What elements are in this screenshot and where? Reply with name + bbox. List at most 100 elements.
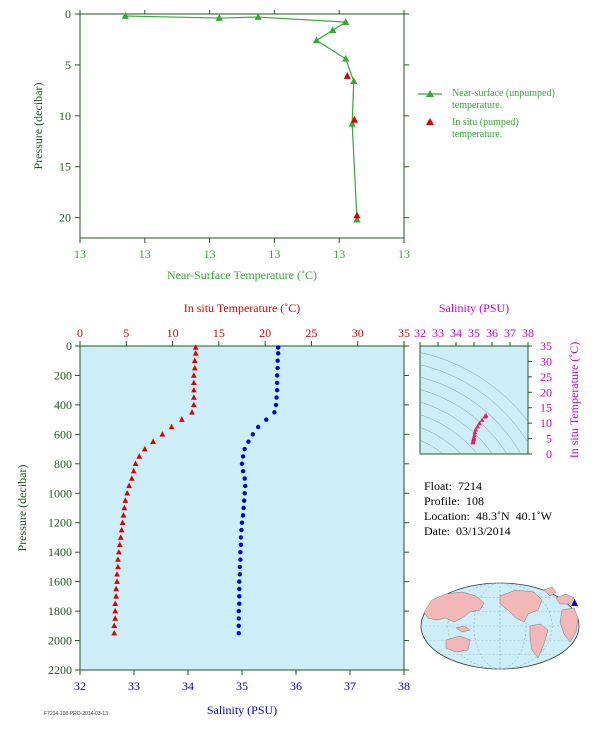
profile-ytick-label: 0 bbox=[66, 339, 72, 353]
density-contour bbox=[420, 376, 522, 454]
ts-ytick-label: 10 bbox=[540, 416, 552, 430]
salinity-point bbox=[239, 527, 244, 533]
temperature-point bbox=[115, 556, 121, 562]
salinity-point bbox=[243, 483, 248, 489]
near-surface-xlabel: Near-Surface Temperature (˚C) bbox=[167, 268, 317, 282]
profile-ytick-label: 400 bbox=[54, 398, 72, 412]
ts-ytick-label: 30 bbox=[540, 354, 552, 368]
temperature-point bbox=[113, 585, 119, 592]
salinity-point bbox=[238, 549, 243, 555]
profile-bottom-xlabel: Salinity (PSU) bbox=[207, 703, 277, 717]
temperature-point bbox=[124, 490, 131, 496]
ts-ylabel: In situ Temperature (˚C) bbox=[567, 342, 581, 459]
near-surface-ytick-label: 5 bbox=[65, 58, 71, 72]
salinity-point bbox=[275, 365, 280, 371]
salinity-point bbox=[240, 454, 246, 459]
temperature-xtick-label: 25 bbox=[305, 326, 317, 340]
legend-in-situ-marker bbox=[426, 118, 434, 125]
salinity-xtick-label: 36 bbox=[290, 679, 302, 693]
temperature-point bbox=[112, 607, 119, 614]
temperature-point bbox=[122, 497, 129, 503]
near-surface-line bbox=[125, 15, 358, 220]
ts-xtick-label: 37 bbox=[504, 326, 516, 340]
salinity-xtick-label: 34 bbox=[182, 679, 194, 693]
salinity-point bbox=[272, 410, 277, 415]
temperature-point bbox=[121, 504, 128, 511]
temperature-point bbox=[191, 357, 198, 363]
ts-ytick-label: 5 bbox=[546, 432, 552, 446]
date: Date: 03/13/2014 bbox=[424, 524, 511, 538]
temperature-point bbox=[136, 453, 143, 459]
salinity-point bbox=[240, 513, 246, 518]
near-surface-xtick-label: 13 bbox=[268, 247, 280, 261]
near-surface-ytick-label: 0 bbox=[65, 7, 71, 21]
temperature-point bbox=[191, 364, 198, 371]
ts-ytick-label: 35 bbox=[540, 339, 552, 353]
salinity-point bbox=[275, 358, 280, 363]
footer-code: F7214-108-PRO-2014-03-13 bbox=[44, 711, 108, 717]
ts-xlabel: Salinity (PSU) bbox=[439, 301, 509, 315]
profile-ytick-label: 1000 bbox=[48, 486, 72, 500]
ts-xtick-label: 38 bbox=[522, 326, 534, 340]
near-surface-point bbox=[215, 14, 223, 21]
salinity-point bbox=[242, 476, 247, 481]
near-surface-point bbox=[121, 12, 129, 19]
salinity-point bbox=[239, 520, 245, 525]
salinity-point bbox=[237, 579, 242, 584]
near-surface-xtick-label: 13 bbox=[139, 247, 151, 261]
near-surface-xtick-label: 13 bbox=[204, 247, 216, 261]
salinity-point bbox=[238, 535, 244, 540]
temperature-point bbox=[190, 401, 197, 408]
temperature-point bbox=[126, 482, 132, 489]
temperature-xtick-label: 35 bbox=[398, 326, 410, 340]
in-situ-point bbox=[343, 72, 351, 79]
ts-xtick-label: 36 bbox=[486, 326, 498, 340]
salinity-point bbox=[238, 542, 244, 548]
temperature-point bbox=[116, 548, 122, 555]
near-surface-ytick-label: 20 bbox=[59, 211, 71, 225]
temperature-point bbox=[120, 512, 127, 518]
temperature-point bbox=[117, 534, 124, 540]
temperature-point bbox=[111, 629, 118, 636]
salinity-point bbox=[250, 432, 255, 437]
temperature-point bbox=[189, 409, 195, 415]
profile-chart: 0200400600800100012001400160018002000220… bbox=[15, 301, 410, 717]
map-land bbox=[423, 586, 579, 659]
temperature-xtick-label: 0 bbox=[77, 326, 83, 340]
location-map bbox=[420, 582, 580, 670]
profile-ytick-label: 600 bbox=[54, 427, 72, 441]
temperature-xtick-label: 15 bbox=[213, 326, 225, 340]
temperature-point bbox=[159, 431, 166, 437]
temperature-point bbox=[192, 344, 199, 350]
ts-ytick-label: 15 bbox=[540, 401, 552, 415]
temperature-point bbox=[112, 600, 119, 606]
profile-ytick-label: 2200 bbox=[48, 663, 72, 677]
legend-near-surface-marker bbox=[426, 90, 434, 97]
salinity-point bbox=[236, 608, 241, 614]
legend-near-surface-label: Near-surface (unpumped) temperature. bbox=[452, 88, 555, 111]
near-surface-point bbox=[312, 36, 321, 44]
salinity-point bbox=[241, 498, 247, 503]
ts-ytick-label: 20 bbox=[540, 385, 552, 399]
temperature-point bbox=[114, 578, 120, 584]
ts-point bbox=[472, 432, 477, 438]
salinity-point bbox=[275, 351, 281, 356]
temperature-xtick-label: 5 bbox=[123, 326, 129, 340]
near-surface-chart: 0 5 10 15 20 13 13 13 13 13 13 Near-Surface Tempe… bbox=[31, 7, 442, 282]
salinity-point bbox=[239, 461, 245, 467]
salinity-point bbox=[237, 586, 242, 592]
salinity-point bbox=[236, 630, 241, 636]
salinity-point bbox=[242, 446, 247, 452]
salinity-point bbox=[236, 623, 241, 629]
temperature-point bbox=[190, 372, 197, 378]
near-surface-ytick-label: 15 bbox=[59, 160, 71, 174]
in-situ-point bbox=[353, 211, 361, 219]
temperature-point bbox=[190, 379, 197, 386]
temperature-xtick-label: 30 bbox=[352, 326, 364, 340]
salinity-xtick-label: 37 bbox=[344, 679, 356, 693]
ts-xtick-label: 32 bbox=[414, 326, 426, 340]
density-contour bbox=[420, 364, 528, 444]
density-contour bbox=[420, 352, 528, 422]
profile-ytick-label: 1200 bbox=[48, 516, 72, 530]
